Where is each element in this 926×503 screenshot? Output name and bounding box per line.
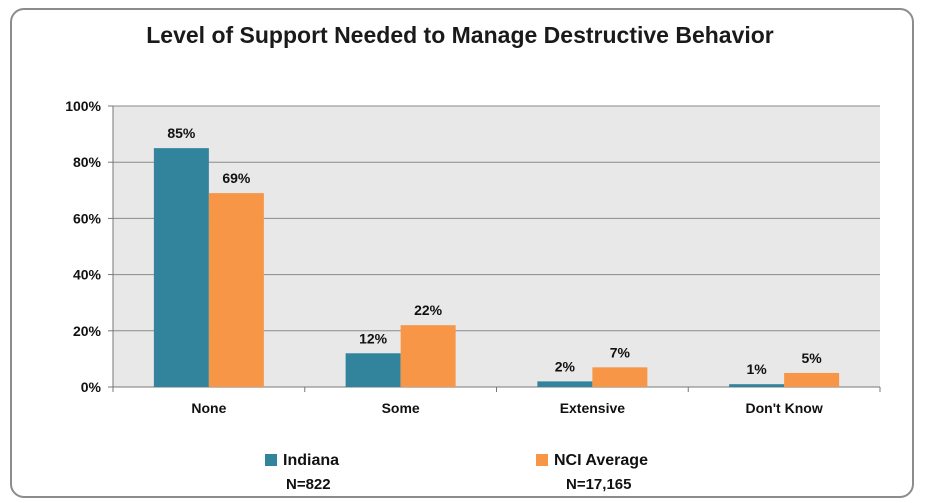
bar-nci xyxy=(592,367,648,387)
y-tick-label: 20% xyxy=(73,323,102,339)
legend-note-indiana: N=822 xyxy=(286,476,331,493)
data-label: 22% xyxy=(414,302,443,318)
bar-nci xyxy=(400,325,456,387)
legend-label-nci: NCI Average xyxy=(554,452,648,469)
bar-indiana xyxy=(345,353,401,387)
bar-nci xyxy=(208,193,264,387)
y-tick-label: 0% xyxy=(81,379,102,395)
legend-label-indiana: Indiana xyxy=(283,452,340,469)
x-tick-label: Extensive xyxy=(560,400,626,416)
y-tick-label: 60% xyxy=(73,210,102,226)
y-tick-label: 40% xyxy=(73,267,102,283)
legend-item-indiana: Indiana xyxy=(265,452,339,470)
legend-swatch-indiana xyxy=(265,454,277,466)
legend-note-nci: N=17,165 xyxy=(566,476,632,493)
data-label: 1% xyxy=(747,361,768,377)
y-tick-label: 100% xyxy=(65,98,101,114)
y-tick-label: 80% xyxy=(73,154,102,170)
data-label: 85% xyxy=(167,125,196,141)
bar-indiana xyxy=(153,148,209,387)
x-tick-label: None xyxy=(191,400,226,416)
data-label: 69% xyxy=(222,170,251,186)
bar-indiana xyxy=(729,384,785,387)
x-tick-label: Don't Know xyxy=(746,400,823,416)
legend-swatch-nci xyxy=(536,454,548,466)
x-tick-label: Some xyxy=(382,400,420,416)
data-label: 7% xyxy=(610,344,631,360)
data-label: 12% xyxy=(359,330,388,346)
data-label: 2% xyxy=(555,358,576,374)
data-label: 5% xyxy=(802,350,823,366)
bar-nci xyxy=(784,372,840,387)
chart-title: Level of Support Needed to Manage Destru… xyxy=(146,22,774,48)
legend-item-nci: NCI Average xyxy=(536,452,648,470)
bar-indiana xyxy=(537,381,593,387)
